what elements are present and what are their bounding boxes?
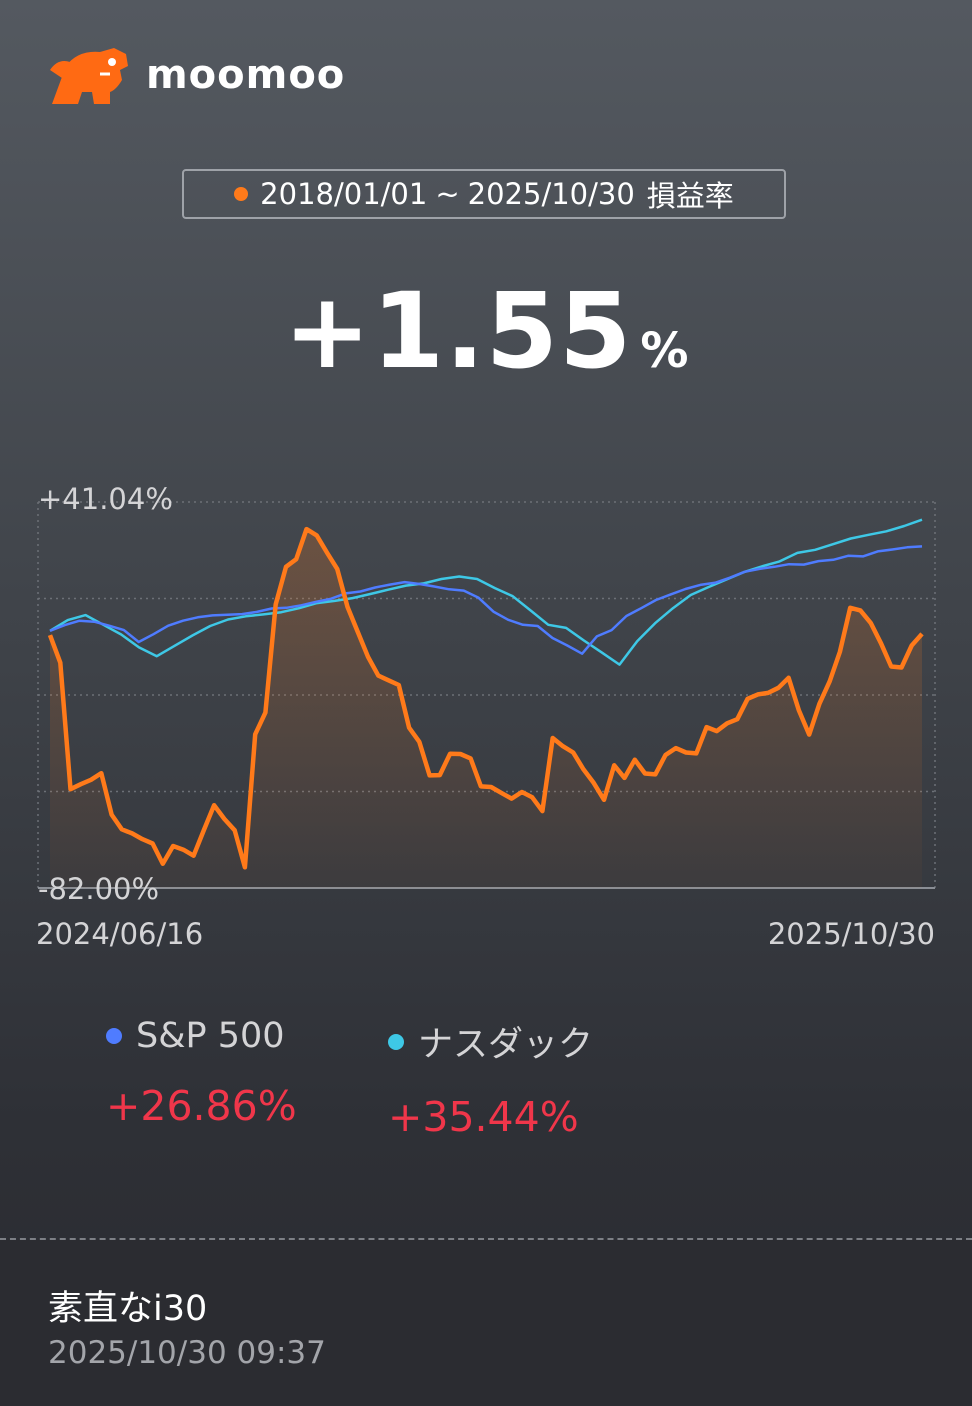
period-dot xyxy=(234,187,249,201)
x-start-label: 2024/06/16 xyxy=(36,917,203,951)
sp500-return: +26.86% xyxy=(106,1082,297,1130)
nasdaq-dot xyxy=(388,1033,404,1050)
footer-divider xyxy=(0,1238,972,1240)
sp500-label: S&P 500 xyxy=(136,1016,285,1056)
legend-sp500-label-row: S&P 500 xyxy=(106,1016,297,1056)
period-badge: 2018/01/01 ~ 2025/10/30 損益率 xyxy=(182,169,786,219)
legend-nasdaq-label-row: ナスダック xyxy=(388,1016,593,1067)
nasdaq-label: ナスダック xyxy=(418,1025,594,1065)
nasdaq-return: +35.44% xyxy=(388,1093,579,1141)
sp500-dot xyxy=(106,1028,122,1044)
nasdaq-line xyxy=(49,518,923,666)
total-return: +1.55% xyxy=(0,270,972,392)
period-end: 2025/10/30 xyxy=(467,177,635,211)
portfolio-line xyxy=(47,526,924,870)
username: 素直なi30 xyxy=(48,1289,208,1329)
y-min-label: -82.00% xyxy=(38,872,159,906)
sp500-line xyxy=(49,545,923,655)
period-metric: 損益率 xyxy=(646,179,734,213)
bull-logo-icon xyxy=(50,48,128,104)
return-unit: % xyxy=(640,323,689,379)
moomoo-logo: moomoo xyxy=(48,44,345,106)
footer: 素直なi30 2025/10/30 09:37 xyxy=(0,1240,972,1406)
period-separator: ~ xyxy=(435,177,460,211)
post-timestamp: 2025/10/30 09:37 xyxy=(48,1335,326,1371)
performance-chart: +41.04% -82.00% 2024/06/16 2025/10/30 xyxy=(36,482,936,951)
x-end-label: 2025/10/30 xyxy=(768,917,935,951)
portfolio-area xyxy=(50,529,922,888)
legend-nasdaq: ナスダック +35.44% xyxy=(388,1016,593,1141)
period-start: 2018/01/01 xyxy=(260,177,428,211)
y-max-label: +41.04% xyxy=(38,482,173,516)
legend-sp500: S&P 500 +26.86% xyxy=(106,1016,297,1130)
brand-name: moomoo xyxy=(146,52,346,98)
return-number: +1.55 xyxy=(283,270,633,392)
